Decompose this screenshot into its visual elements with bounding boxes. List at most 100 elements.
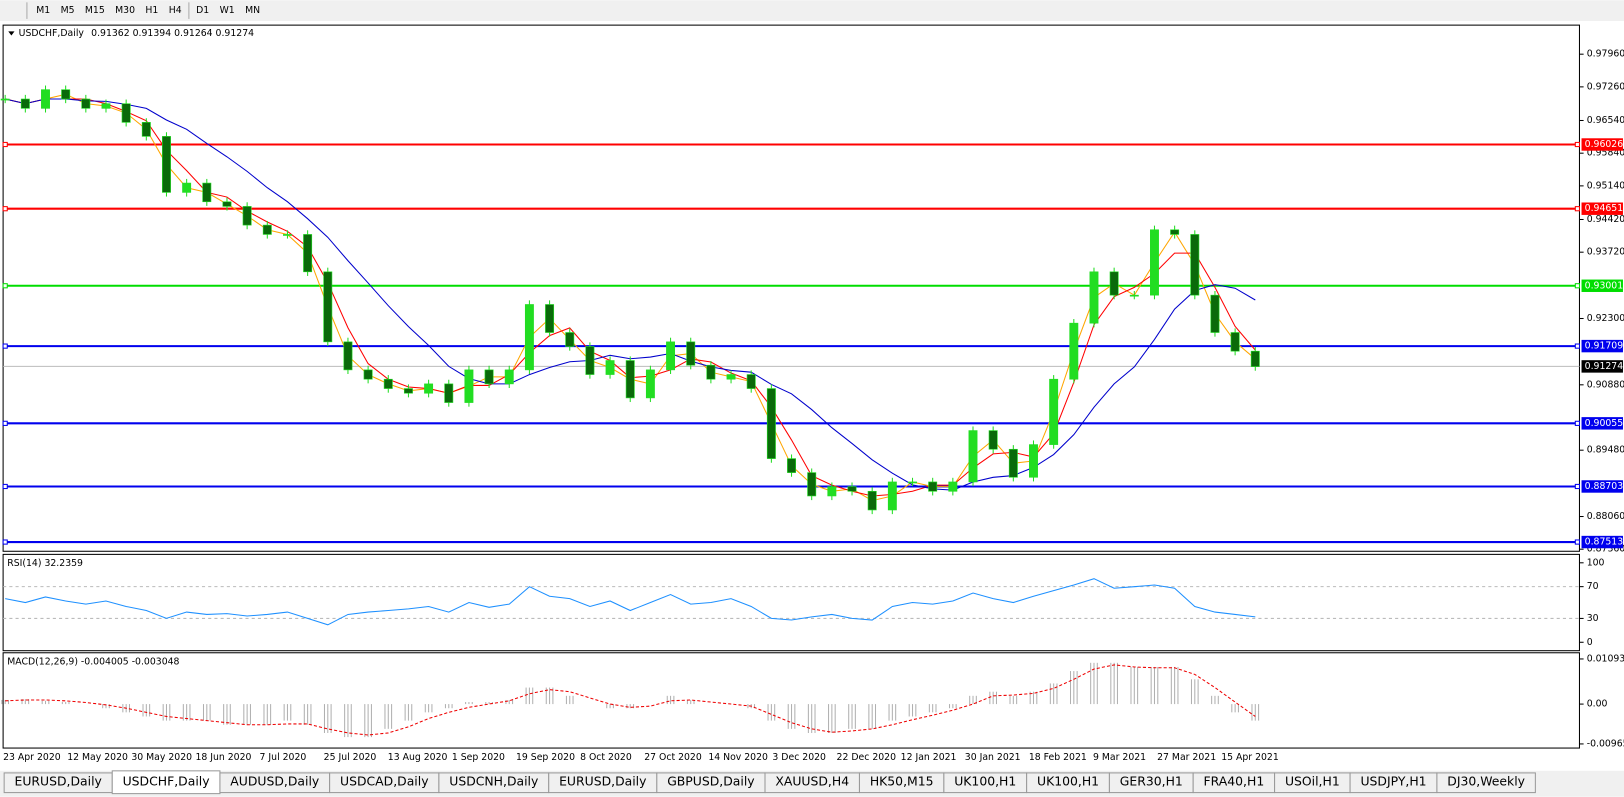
candle [464, 369, 474, 403]
candle [202, 182, 212, 203]
tab-label[interactable]: USDCAD,Daily [340, 774, 429, 789]
y-tick-label: 0.97260 [1587, 81, 1624, 92]
tab-label[interactable]: AUDUSD,Daily [230, 774, 319, 789]
level-label: 0.93001 [1585, 280, 1624, 291]
tab-label[interactable]: USDCNH,Daily [449, 774, 538, 789]
timeframe-button[interactable]: D1 [196, 5, 209, 16]
level-handle [2, 141, 8, 148]
candle [545, 304, 555, 333]
tab-label[interactable]: EURUSD,Daily [559, 774, 646, 789]
y-tick-label: 0.92300 [1587, 313, 1624, 324]
candle [766, 388, 776, 459]
x-tick-label: 15 Apr 2021 [1221, 752, 1279, 763]
macd-signal [5, 664, 1256, 736]
y-tick-label: 0.00 [1587, 699, 1608, 710]
y-tick-label: 0.95140 [1587, 180, 1624, 191]
y-tick-label: 0.97960 [1587, 49, 1624, 60]
candle [585, 346, 595, 375]
y-tick-label: 0.88060 [1587, 511, 1624, 522]
timeframe-button[interactable]: MN [245, 5, 260, 16]
x-tick-label: 23 Apr 2020 [3, 752, 61, 763]
candle [605, 360, 615, 375]
candle [262, 224, 272, 235]
x-tick-label: 22 Dec 2020 [837, 752, 897, 763]
candle [242, 206, 252, 226]
candle [1170, 229, 1180, 235]
tab-label[interactable]: USDJPY,H1 [1360, 774, 1426, 789]
candle [222, 201, 232, 207]
candle [1008, 448, 1018, 478]
candle [504, 369, 514, 385]
candle [565, 332, 575, 347]
timeframe-button[interactable]: H4 [169, 5, 182, 16]
tab-label[interactable]: HK50,M15 [870, 774, 934, 789]
timeframe-button[interactable]: W1 [220, 5, 235, 16]
candle [0, 98, 10, 101]
level-label-box [1581, 480, 1623, 493]
y-tick-label: 0.96540 [1587, 115, 1624, 126]
level-handle [2, 420, 8, 426]
level-handle [1574, 141, 1580, 148]
candle [20, 98, 30, 109]
level-handle [1574, 206, 1580, 212]
candle [41, 89, 50, 109]
level-handle [2, 343, 8, 349]
level-label: 0.90055 [1585, 418, 1624, 429]
tab-label[interactable]: GBPUSD,Daily [667, 774, 754, 789]
tab-label[interactable]: EURUSD,Daily [15, 774, 102, 789]
candle [101, 103, 111, 109]
x-tick-label: 7 Jul 2020 [260, 752, 307, 763]
candle [645, 369, 655, 399]
timeframe-button[interactable]: M1 [36, 5, 50, 16]
y-tick-label: 0.010933 [1587, 653, 1624, 664]
candle [1069, 322, 1079, 380]
level-label-box [1581, 535, 1623, 549]
level-handle [1574, 343, 1580, 349]
candle [908, 481, 917, 484]
level-handle [1574, 420, 1580, 426]
x-tick-label: 12 Jan 2021 [901, 752, 957, 763]
candle [403, 388, 413, 394]
candle [162, 136, 171, 193]
level-label: 0.91709 [1585, 341, 1624, 352]
tab-label[interactable]: XAUUSD,H4 [775, 774, 849, 789]
candle [283, 234, 292, 236]
y-tick-label: 0.89480 [1587, 445, 1624, 456]
tab[interactable] [1436, 772, 1536, 794]
y-tick-label: 0 [1587, 637, 1593, 648]
timeframe-button[interactable]: M30 [115, 5, 135, 16]
candle [787, 458, 796, 473]
candle [1150, 229, 1159, 296]
x-tick-label: 3 Dec 2020 [772, 752, 826, 763]
rsi-title: RSI(14) 32.2359 [7, 558, 83, 569]
timeframe-button[interactable]: M15 [85, 5, 105, 16]
x-tick-label: 30 May 2020 [131, 752, 192, 763]
y-tick-label: 30 [1587, 613, 1599, 624]
tab-label[interactable]: DJ30,Weekly [1447, 774, 1525, 789]
tab-label[interactable]: FRA40,H1 [1204, 774, 1265, 789]
candle [1029, 444, 1038, 478]
timeframe-button[interactable]: H1 [145, 5, 158, 16]
candle [141, 122, 151, 137]
chart-title: USDCHF,Daily [19, 28, 85, 39]
tab-label[interactable]: UK100,H1 [1037, 774, 1099, 789]
tab-label[interactable]: USDCHF,Daily [123, 774, 210, 789]
candle [847, 486, 857, 492]
x-tick-label: 19 Sep 2020 [516, 752, 575, 763]
y-tick-label: 70 [1587, 581, 1599, 592]
candle [625, 360, 635, 399]
candle [666, 341, 676, 371]
candle [444, 383, 454, 403]
timeframe-button[interactable]: M5 [61, 5, 75, 16]
level-label: 0.88703 [1585, 481, 1624, 492]
candle [988, 430, 998, 450]
tab-label[interactable]: USOil,H1 [1285, 774, 1340, 789]
level-handle [2, 206, 8, 212]
toolbar [0, 0, 1624, 21]
tab-label[interactable]: GER30,H1 [1120, 774, 1183, 789]
candle [524, 304, 534, 371]
tab-label[interactable]: UK100,H1 [954, 774, 1016, 789]
level-handle [2, 483, 8, 490]
